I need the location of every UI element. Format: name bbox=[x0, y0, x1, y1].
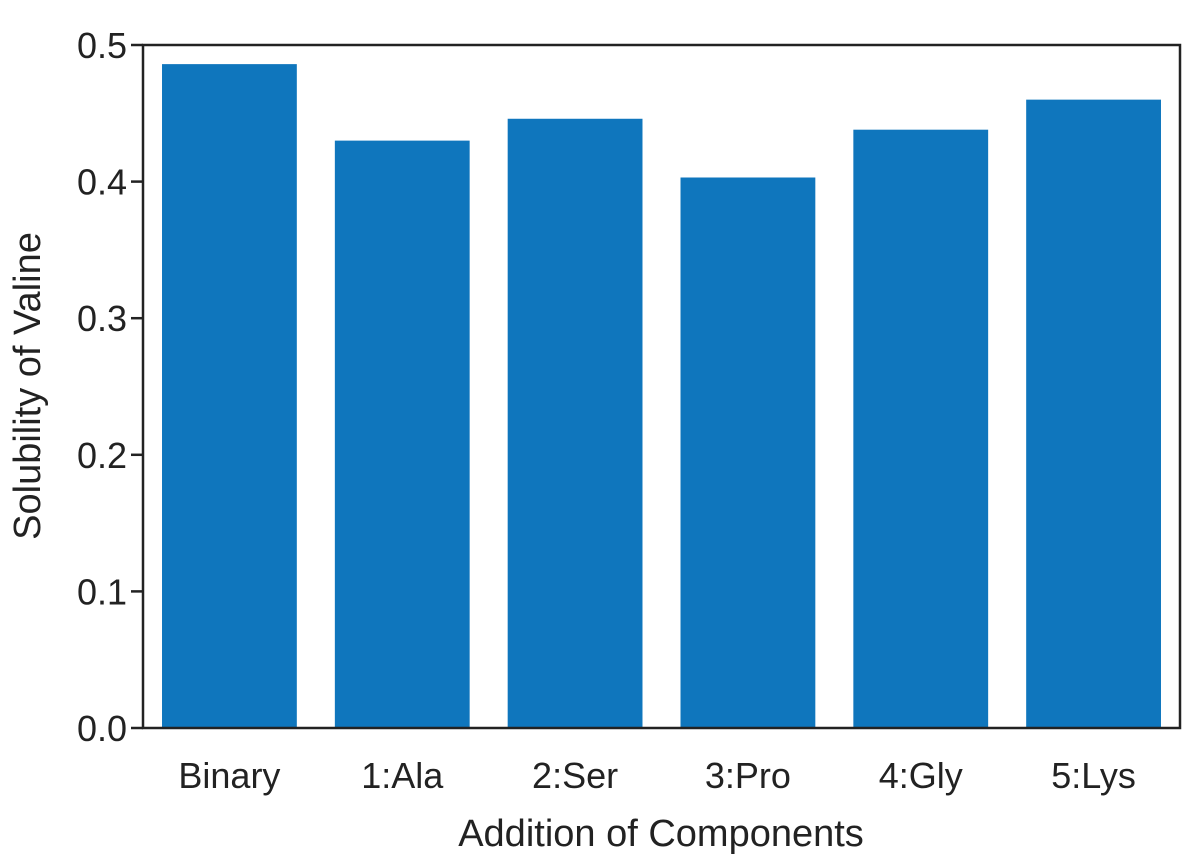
y-axis-label: Solubility of Valine bbox=[7, 232, 49, 540]
bar-5:Lys bbox=[1026, 99, 1161, 728]
y-tick-label: 0.1 bbox=[77, 571, 127, 612]
bar-3:Pro bbox=[680, 177, 816, 728]
x-tick-label: 5:Lys bbox=[1051, 755, 1136, 796]
x-tick-label: 4:Gly bbox=[879, 755, 963, 796]
y-tick-label: 0.0 bbox=[77, 708, 127, 749]
x-tick-label: 1:Ala bbox=[361, 755, 444, 796]
x-axis-label: Addition of Components bbox=[458, 813, 864, 855]
bar-2:Ser bbox=[507, 118, 643, 729]
y-tick-label: 0.3 bbox=[77, 298, 127, 339]
x-tick-label: 2:Ser bbox=[532, 755, 618, 796]
x-tick-label: 3:Pro bbox=[705, 755, 791, 796]
y-tick-label: 0.4 bbox=[77, 162, 127, 203]
plot-frame bbox=[141, 43, 1182, 730]
bar-Binary bbox=[162, 64, 297, 728]
bar-4:Gly bbox=[853, 129, 989, 728]
y-tick-label: 0.2 bbox=[77, 435, 127, 476]
y-tick-label: 0.5 bbox=[77, 25, 127, 66]
x-tick-label: Binary bbox=[178, 755, 280, 796]
bar-1:Ala bbox=[334, 140, 470, 728]
